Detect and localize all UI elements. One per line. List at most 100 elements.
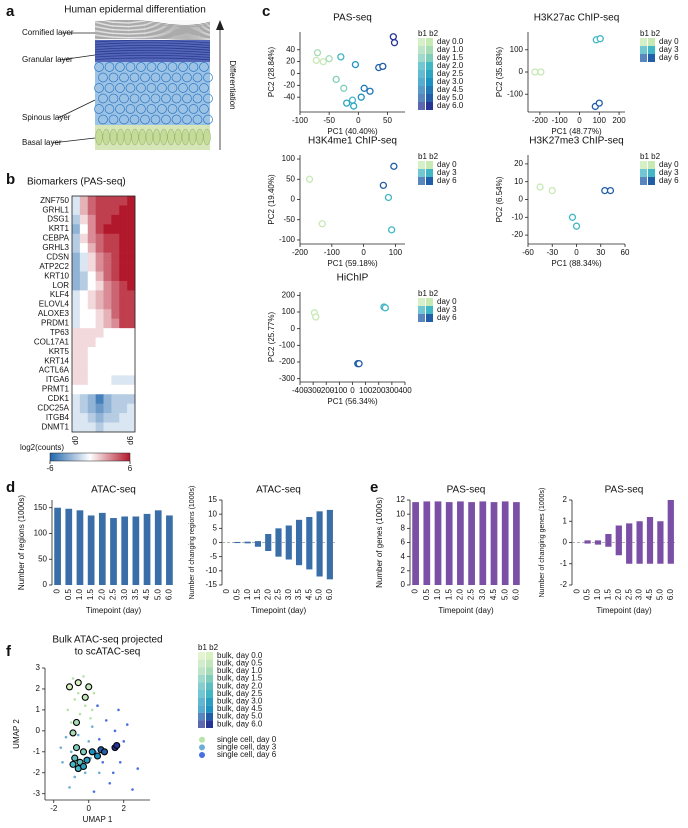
heatmap-cell (119, 413, 128, 423)
granular-line (94, 57, 211, 61)
pca-point (318, 220, 326, 228)
spinous-cell (188, 83, 199, 93)
y-tick-label: 1 (563, 516, 568, 525)
basal-cell (131, 128, 139, 146)
heatmap-cell (111, 205, 120, 216)
legend-label: day 0 (659, 160, 679, 169)
pca-point (595, 99, 603, 107)
bar (605, 542, 612, 547)
x-axis-label: PC1 (88.34%) (551, 259, 602, 268)
cornified-line (94, 22, 211, 28)
cell-point (76, 733, 80, 737)
cell-point (71, 677, 75, 680)
legend-label: day 1.0 (437, 45, 464, 54)
legend-swatch (206, 659, 213, 668)
legend-swatch (640, 46, 647, 54)
y-tick-label: -10 (205, 566, 217, 575)
spinous-cell (136, 62, 146, 72)
legend-label: day 5.0 (437, 93, 464, 102)
spinous-cell (161, 72, 171, 83)
heatmap-cell (127, 196, 136, 206)
heatmap-cell (111, 394, 120, 404)
cell-point (69, 721, 73, 724)
legend-swatch (418, 38, 425, 46)
bar (254, 542, 262, 547)
x-tick-label: -300 (305, 386, 322, 395)
bar (234, 542, 241, 544)
column-label: d6 (126, 435, 135, 444)
legend-swatch (418, 306, 425, 314)
pca-point (340, 84, 348, 92)
spinous-cell (192, 93, 203, 104)
y-axis-label: Number of changing genes (1000s) (539, 488, 546, 598)
y-tick-label: 40 (286, 45, 295, 54)
heatmap-cell (103, 394, 112, 404)
y-tick-label: -50 (283, 215, 295, 224)
legend-title: b1 b2 (640, 152, 661, 161)
spinous-cell (161, 93, 171, 104)
colorbar-tick-label: 6 (128, 464, 133, 473)
heatmap-cell (79, 299, 89, 310)
cell-point (78, 712, 82, 716)
bar (584, 540, 591, 543)
cell-point (83, 704, 87, 708)
legend-swatch (648, 177, 655, 185)
cell-point (59, 746, 63, 749)
bar (626, 523, 633, 543)
heatmap-cell (111, 403, 120, 414)
legend-title: b1 b2 (418, 152, 439, 161)
x-axis-label: PC1 (56.34%) (327, 397, 378, 406)
heatmap-cell (79, 271, 89, 282)
chart-title: ATAC-seq (91, 485, 136, 496)
heatmap-cell (103, 196, 112, 206)
heatmap-cell (72, 403, 81, 414)
cell-point (131, 788, 134, 791)
legend-swatch (206, 690, 213, 698)
heatmap-cell (87, 196, 96, 206)
spinous-cell (199, 104, 209, 114)
heatmap-cell (87, 413, 96, 423)
y-tick-label: 100 (34, 529, 48, 538)
bar (646, 542, 654, 564)
legend-swatch (418, 46, 425, 54)
heatmap-cell (87, 243, 96, 253)
y-tick-label: 50 (286, 174, 295, 183)
legend-swatch (426, 62, 433, 70)
x-tick-label: -100 (324, 248, 341, 257)
arrow-label: Differentiation (228, 60, 237, 109)
y-axis-label: PC2 (28.84%) (267, 47, 276, 98)
bar (594, 542, 602, 545)
y-tick-label: 100 (282, 307, 296, 316)
heatmap-cell (111, 384, 120, 395)
x-tick-label: -100 (331, 386, 348, 395)
spinous-cell (108, 93, 119, 104)
spinous-cell (178, 62, 188, 72)
bar (326, 509, 333, 543)
y-tick-label: -300 (279, 374, 296, 383)
heatmap-cell (127, 375, 136, 386)
row-label: ITGB4 (46, 413, 70, 422)
x-tick-label: 2.5 (274, 588, 283, 600)
heatmap-cell (79, 365, 89, 376)
heatmap-cell (119, 328, 128, 338)
legend-label: bulk, day 1.5 (217, 674, 263, 683)
legend-swatch (198, 690, 205, 698)
cornified-line (94, 25, 211, 30)
spinous-cell (129, 72, 140, 83)
heatmap-cell (72, 356, 81, 367)
bar (275, 528, 282, 543)
legend-label: day 3 (659, 168, 679, 177)
bar (657, 521, 664, 543)
legend-swatch (418, 177, 425, 185)
heatmap-cell (87, 365, 96, 376)
x-axis-label: PC1 (48.77%) (551, 127, 602, 136)
bar (306, 542, 313, 570)
heatmap-cell (127, 290, 136, 301)
x-tick-label: 4.5 (142, 588, 151, 600)
bar (54, 507, 61, 585)
x-tick-label: 0 (577, 116, 582, 125)
bulk-point (100, 748, 109, 756)
heatmap-cell (127, 280, 136, 291)
legend-swatch (640, 54, 647, 62)
heatmap-cell (111, 252, 120, 263)
